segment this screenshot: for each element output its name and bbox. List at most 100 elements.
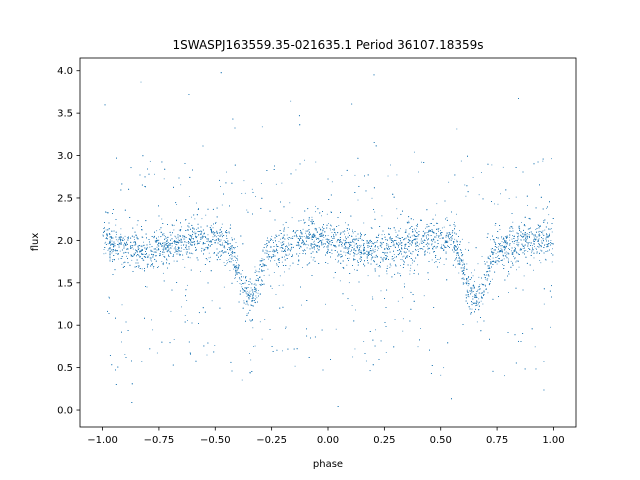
data-point xyxy=(162,233,164,235)
data-point xyxy=(405,257,406,259)
data-point xyxy=(137,265,139,267)
data-point xyxy=(223,240,225,241)
data-point xyxy=(296,241,298,243)
data-point xyxy=(232,238,234,240)
data-point xyxy=(104,231,105,233)
data-point xyxy=(480,172,482,173)
data-point xyxy=(522,252,524,254)
data-point xyxy=(268,274,270,276)
data-point xyxy=(267,268,269,270)
data-point xyxy=(455,266,456,268)
data-point xyxy=(338,254,340,256)
data-point xyxy=(282,350,283,352)
data-point xyxy=(212,239,213,241)
data-point xyxy=(443,226,445,228)
data-point xyxy=(141,246,143,248)
data-point xyxy=(296,230,298,231)
data-point xyxy=(551,158,552,160)
data-point xyxy=(132,248,134,250)
data-point xyxy=(456,213,457,215)
data-point xyxy=(221,204,223,206)
data-point xyxy=(507,243,508,245)
data-point xyxy=(425,227,426,229)
data-point xyxy=(345,243,347,245)
data-point xyxy=(324,243,326,244)
data-point xyxy=(302,239,303,241)
data-point xyxy=(533,269,534,271)
data-point xyxy=(109,255,111,257)
data-point xyxy=(489,265,490,267)
data-point xyxy=(109,239,111,241)
data-point xyxy=(124,235,126,237)
data-point xyxy=(471,308,473,310)
data-point xyxy=(435,236,437,238)
data-point xyxy=(459,256,460,258)
data-point xyxy=(418,171,419,173)
data-point xyxy=(235,260,237,261)
data-point xyxy=(532,248,534,250)
data-point xyxy=(221,233,223,235)
data-point xyxy=(223,244,225,246)
data-point xyxy=(531,245,533,247)
data-point xyxy=(394,319,396,320)
data-point xyxy=(316,246,318,247)
data-point xyxy=(138,248,140,250)
data-point xyxy=(429,223,431,224)
data-point xyxy=(403,255,405,257)
data-point xyxy=(240,284,242,285)
data-point xyxy=(353,253,355,254)
data-point xyxy=(512,228,514,230)
data-point xyxy=(411,253,413,255)
data-point xyxy=(353,245,355,247)
data-point xyxy=(449,239,451,241)
data-point xyxy=(335,232,336,234)
data-point xyxy=(545,236,547,238)
data-point xyxy=(292,236,294,238)
data-point xyxy=(516,242,518,244)
data-point xyxy=(456,253,458,255)
data-point xyxy=(124,354,126,355)
data-point xyxy=(146,286,148,288)
data-point xyxy=(518,235,520,237)
data-point xyxy=(546,207,547,209)
data-point xyxy=(282,284,284,286)
data-point xyxy=(226,263,228,265)
data-point xyxy=(474,281,475,282)
data-point xyxy=(390,164,391,166)
data-point xyxy=(279,275,281,277)
data-point xyxy=(494,224,496,226)
data-point xyxy=(250,359,252,361)
data-point xyxy=(347,252,349,254)
data-point xyxy=(473,286,475,288)
data-point xyxy=(171,243,172,244)
data-point xyxy=(507,260,509,262)
data-point xyxy=(192,253,194,255)
data-point xyxy=(378,248,380,250)
data-point xyxy=(121,304,123,306)
data-point xyxy=(217,237,219,239)
data-point xyxy=(352,356,354,358)
data-point xyxy=(334,237,335,239)
data-point xyxy=(400,228,401,230)
data-point xyxy=(468,242,470,244)
data-point xyxy=(396,244,398,246)
data-point xyxy=(341,175,343,177)
data-point xyxy=(289,202,291,204)
data-point xyxy=(283,241,285,243)
data-point xyxy=(525,249,527,251)
data-point xyxy=(313,241,315,243)
data-point xyxy=(353,250,355,251)
data-point xyxy=(111,252,113,254)
data-point xyxy=(514,246,516,248)
data-point xyxy=(284,256,285,258)
data-point xyxy=(378,233,380,235)
data-point xyxy=(277,258,279,260)
data-point xyxy=(370,227,372,228)
data-point xyxy=(235,268,237,270)
data-point xyxy=(246,209,248,211)
data-point xyxy=(166,259,168,261)
data-point xyxy=(107,243,109,245)
data-point xyxy=(426,243,427,245)
data-point xyxy=(343,251,345,253)
data-point xyxy=(254,266,256,268)
